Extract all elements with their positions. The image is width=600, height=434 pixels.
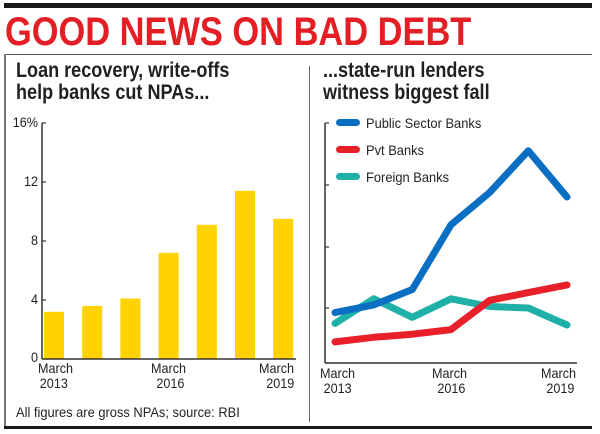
bar-march-2018 xyxy=(235,190,255,359)
right-subhead-line1: ...state-run lenders xyxy=(323,59,485,82)
right-subhead-line2: witness biggest fall xyxy=(323,81,490,104)
y-tick-0: 0 xyxy=(30,349,38,365)
right-subhead: ...state-run lenders witness biggest fal… xyxy=(323,60,490,104)
bar-march-2013 xyxy=(44,311,64,359)
legend-swatch-pvt xyxy=(336,146,360,153)
left-border xyxy=(4,54,6,427)
legend-swatch-foreign xyxy=(336,173,360,180)
left-subhead: Loan recovery, write-offs help banks cut… xyxy=(16,60,229,104)
x-label-2013: March 2013 xyxy=(38,360,74,391)
y-tick-16: 16% xyxy=(12,114,38,130)
top-rule xyxy=(4,3,592,8)
line-foreign-banks xyxy=(331,295,571,329)
left-subhead-line1: Loan recovery, write-offs xyxy=(16,59,230,82)
line-x-label-2013: March 2013 xyxy=(320,365,356,396)
panel-divider xyxy=(309,66,310,422)
bar-march-2016 xyxy=(158,252,179,359)
x-label-2019: March 2019 xyxy=(259,360,295,391)
left-subhead-line2: help banks cut NPAs... xyxy=(16,81,210,104)
y-tick-4: 4 xyxy=(30,291,38,307)
bar-march-2019 xyxy=(273,218,294,359)
bar-series xyxy=(44,190,294,359)
headline-divider xyxy=(4,54,592,55)
line-pvt-banks xyxy=(331,281,571,346)
line-x-label-2016: March 2016 xyxy=(432,365,468,396)
bar-march-2014 xyxy=(82,305,103,359)
bottom-rule xyxy=(4,426,592,429)
line-series xyxy=(331,147,571,346)
legend-swatch-public-sector xyxy=(336,119,360,126)
bar-march-2017 xyxy=(196,224,217,359)
line-public-sector-banks xyxy=(331,147,571,317)
line-x-label-2019: March 2019 xyxy=(541,365,577,396)
y-tick-12: 12 xyxy=(23,173,38,189)
y-tick-8: 8 xyxy=(30,232,38,248)
footnote-source: All figures are gross NPAs; source: RBI xyxy=(16,404,240,420)
headline: GOOD NEWS ON BAD DEBT xyxy=(5,10,472,54)
x-label-2016: March 2016 xyxy=(151,360,187,391)
bar-march-2015 xyxy=(120,298,141,359)
